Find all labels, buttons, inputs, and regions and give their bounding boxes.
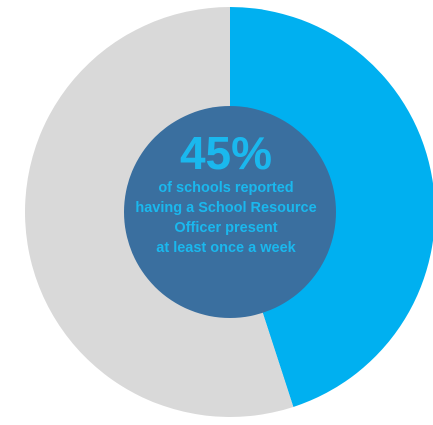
center-disc — [124, 106, 336, 318]
